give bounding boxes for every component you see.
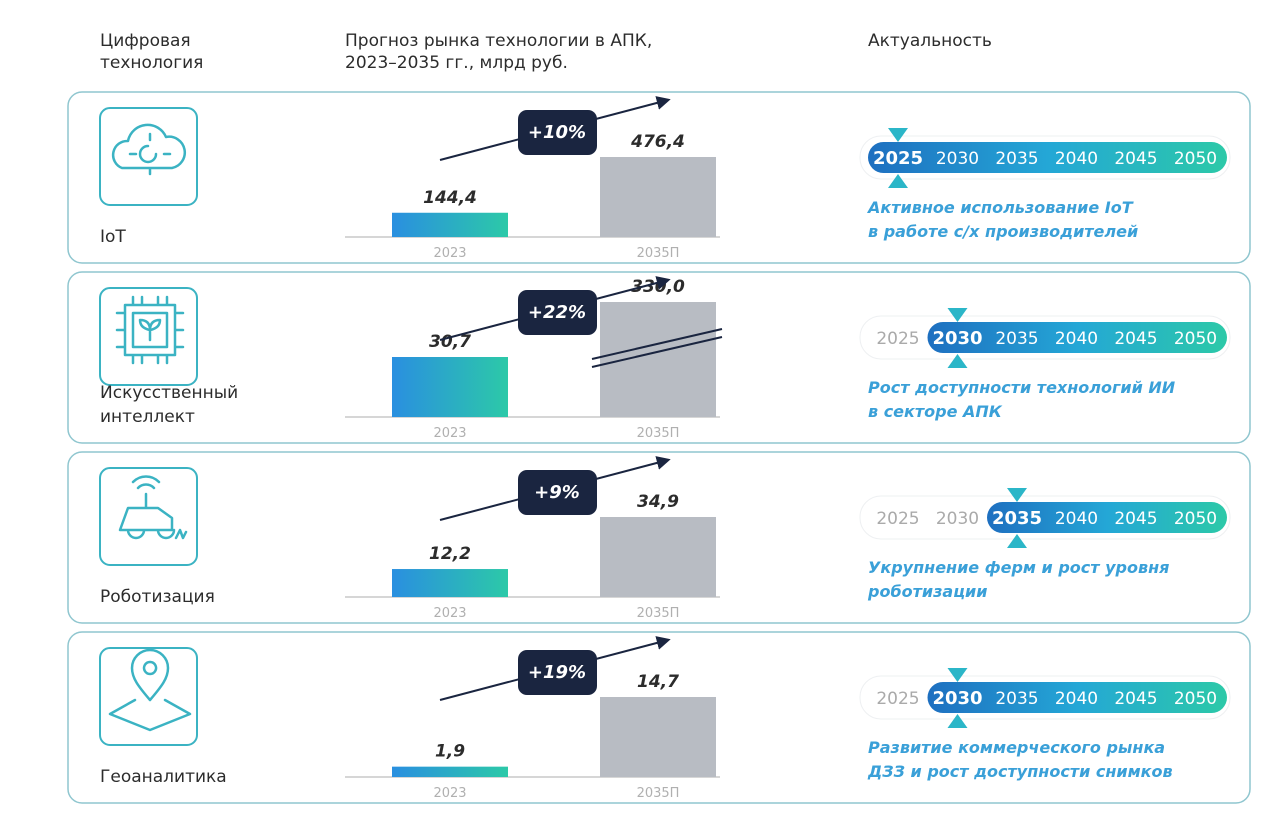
icon <box>108 648 192 732</box>
row-name: IoT <box>100 227 126 247</box>
header: Прогноз рынка технологии в АПК, <box>345 31 652 51</box>
category-label: 2023 <box>433 246 466 261</box>
bar <box>392 212 508 237</box>
icon-frame <box>99 647 198 746</box>
description: в работе с/х производителей <box>868 222 1138 241</box>
timeline-year: 2025 <box>876 689 919 709</box>
timeline-year: 2025 <box>876 509 919 529</box>
timeline-year: 2035 <box>995 329 1038 349</box>
value-label: 144,4 <box>423 188 477 208</box>
value-label: 14,7 <box>637 672 679 692</box>
timeline-year: 2050 <box>1174 689 1217 709</box>
timeline-year: 2030 <box>932 328 982 349</box>
category-label: 2023 <box>433 786 466 801</box>
category-label: 2035П <box>637 606 680 621</box>
timeline-marker <box>1007 488 1027 548</box>
value-label: 12,2 <box>429 544 471 564</box>
timeline-year: 2030 <box>932 688 982 709</box>
value-label: 476,4 <box>630 132 685 152</box>
category-label: 2035П <box>637 786 680 801</box>
timeline-year: 2025 <box>876 329 919 349</box>
icon <box>111 123 186 176</box>
timeline-marker <box>888 128 908 188</box>
timeline-year: 2045 <box>1114 689 1157 709</box>
icon <box>115 295 185 365</box>
category-label: 2023 <box>433 606 466 621</box>
description: Активное использование IoT <box>866 198 1134 217</box>
row-name: Роботизация <box>100 587 215 607</box>
timeline-year: 2040 <box>1055 149 1098 169</box>
timeline-year: 2040 <box>1055 689 1098 709</box>
growth-badge <box>518 110 597 155</box>
timeline-active <box>868 142 1227 173</box>
timeline-year: 2035 <box>992 508 1042 529</box>
header: 2023–2035 гг., млрд руб. <box>345 53 568 73</box>
bar <box>392 766 508 777</box>
timeline-year: 2030 <box>936 149 979 169</box>
value-label: 30,7 <box>429 332 471 352</box>
row-name: Искусственный <box>100 383 238 403</box>
header: Цифровая <box>100 31 191 51</box>
timeline-year: 2050 <box>1174 149 1217 169</box>
bar <box>600 697 716 777</box>
growth-badge <box>518 470 597 515</box>
row-frame <box>67 451 1251 624</box>
header: технология <box>100 53 203 73</box>
row-name: интеллект <box>100 407 195 427</box>
timeline-year: 2030 <box>936 509 979 529</box>
timeline-year: 2050 <box>1174 509 1217 529</box>
description: в секторе АПК <box>868 402 1003 421</box>
timeline-year: 2045 <box>1114 149 1157 169</box>
growth-label: +19% <box>528 662 586 683</box>
timeline-year: 2040 <box>1055 329 1098 349</box>
category-label: 2023 <box>433 426 466 441</box>
timeline-marker <box>947 308 968 368</box>
timeline-active <box>927 682 1227 713</box>
row-frame <box>67 271 1251 444</box>
bar <box>600 157 716 237</box>
description: Укрупнение ферм и рост уровня <box>868 558 1169 577</box>
header: Актуальность <box>868 31 992 51</box>
growth-label: +10% <box>528 122 586 143</box>
bar <box>392 357 508 417</box>
icon <box>118 475 188 540</box>
timeline-year: 2045 <box>1114 329 1157 349</box>
timeline-year: 2040 <box>1055 509 1098 529</box>
description: Рост доступности технологий ИИ <box>868 378 1176 397</box>
growth-label: +9% <box>534 482 580 503</box>
icon-frame <box>99 287 198 386</box>
row-name: Геоаналитика <box>100 767 227 787</box>
icon-frame <box>99 107 198 206</box>
bar <box>392 569 508 597</box>
row-frame <box>67 631 1251 804</box>
break-line <box>591 336 723 368</box>
row-frame <box>67 91 1251 264</box>
bar <box>600 302 716 417</box>
growth-label: +22% <box>528 302 586 323</box>
break-line <box>591 328 723 360</box>
category-label: 2035П <box>637 246 680 261</box>
icon-frame <box>99 467 198 566</box>
growth-badge <box>518 650 597 695</box>
value-label: 34,9 <box>637 492 679 512</box>
timeline-year: 2035 <box>995 149 1038 169</box>
timeline-year: 2050 <box>1174 329 1217 349</box>
description: ДЗЗ и рост доступности снимков <box>867 762 1173 781</box>
bar <box>600 517 716 597</box>
category-label: 2035П <box>637 426 680 441</box>
value-label: 1,9 <box>435 742 465 762</box>
timeline-active <box>987 502 1227 533</box>
growth-badge <box>518 290 597 335</box>
timeline-marker <box>947 668 968 728</box>
timeline-year: 2045 <box>1114 509 1157 529</box>
description: Развитие коммерческого рынка <box>868 738 1165 757</box>
timeline-year: 2035 <box>995 689 1038 709</box>
description: роботизации <box>867 582 987 601</box>
timeline-active <box>927 322 1227 353</box>
timeline-year: 2025 <box>873 148 923 169</box>
